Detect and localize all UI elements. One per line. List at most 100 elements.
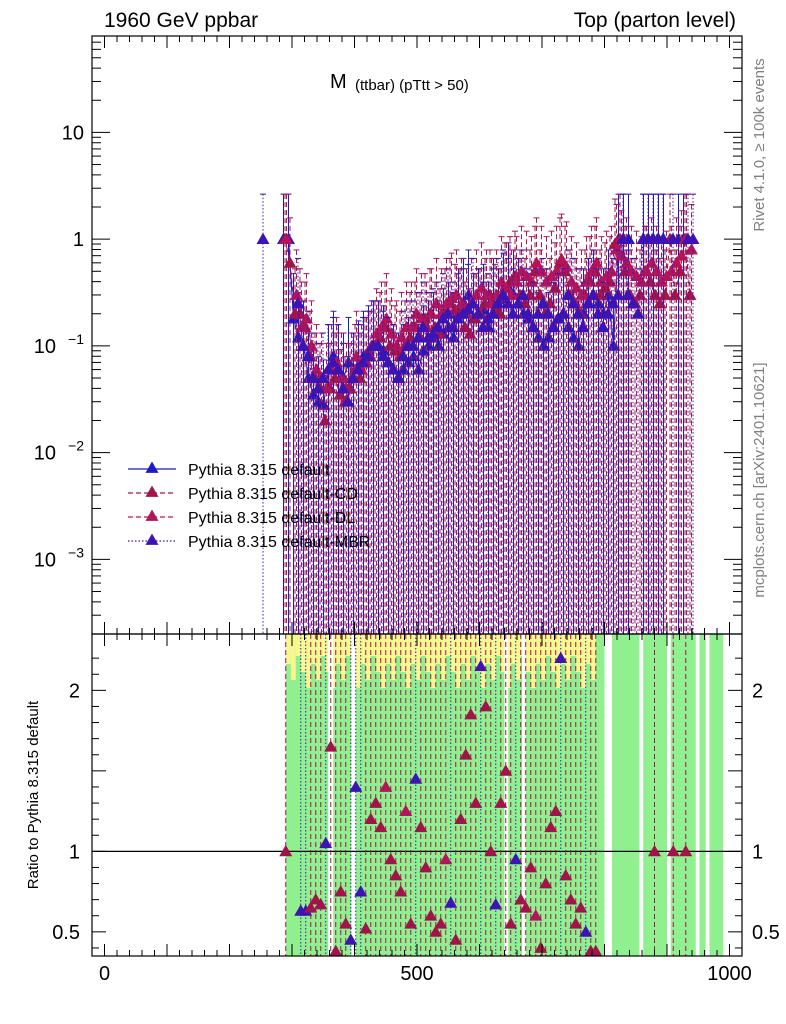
ratio-point bbox=[549, 804, 563, 816]
series-dl-point bbox=[280, 232, 293, 245]
legend-label: Pythia 8.315 default bbox=[188, 462, 330, 479]
ratio-point bbox=[414, 820, 428, 833]
ratio-point bbox=[679, 844, 693, 857]
series-mbr-point bbox=[546, 320, 560, 332]
ratio-band-yellow bbox=[410, 634, 416, 664]
series-dl-point bbox=[650, 264, 663, 277]
ratio-point bbox=[589, 944, 603, 956]
ratio-band-yellow bbox=[530, 634, 536, 688]
ratio-band-yellow bbox=[390, 634, 396, 680]
series-cd-point bbox=[668, 288, 682, 300]
series-mbr-point bbox=[506, 307, 520, 319]
ratio-band-yellow bbox=[570, 634, 576, 656]
series-mbr-point bbox=[391, 371, 405, 383]
series-mbr-point bbox=[501, 296, 515, 309]
ratio-band-yellow bbox=[560, 634, 566, 664]
ratio-band-yellow bbox=[420, 634, 426, 656]
series-dl-point bbox=[425, 307, 438, 319]
y-tick-label: 10 bbox=[62, 122, 84, 144]
ratio-band-gap bbox=[504, 634, 509, 956]
y-tick-label: 10 bbox=[34, 443, 56, 465]
ratio-band-yellow bbox=[510, 634, 516, 664]
ratio-point bbox=[434, 917, 448, 929]
series-mbr-point bbox=[471, 307, 485, 319]
ratio-band-yellow bbox=[320, 634, 326, 656]
ratio-band-yellow bbox=[355, 634, 361, 688]
ratio-band-yellow bbox=[385, 634, 391, 664]
legend-label: Pythia 8.315 default-MBR bbox=[188, 534, 370, 551]
y-tick-exponent: −1 bbox=[68, 331, 84, 347]
series-mbr-point bbox=[606, 296, 620, 309]
series-mbr-point bbox=[581, 296, 595, 309]
series-dl-point bbox=[335, 371, 348, 383]
ratio-point bbox=[279, 844, 293, 857]
series-dl-point bbox=[395, 330, 408, 343]
ratio-band-yellow bbox=[345, 634, 351, 656]
ratio-band-yellow bbox=[500, 634, 506, 672]
ratio-point bbox=[424, 909, 438, 921]
series-dl-point bbox=[390, 339, 403, 351]
series-mbr-point bbox=[371, 339, 385, 351]
ratio-band-yellow bbox=[300, 634, 306, 672]
series-mbr-point bbox=[311, 381, 325, 394]
ratio-point bbox=[544, 820, 558, 833]
series-mbr-point bbox=[586, 288, 600, 300]
ratio-band-yellow bbox=[285, 634, 291, 664]
series-mbr-point bbox=[346, 371, 360, 383]
ratio-band-yellow bbox=[470, 634, 476, 656]
ratio-band-gap bbox=[604, 634, 612, 956]
series-mbr-point bbox=[416, 320, 430, 332]
ratio-point bbox=[529, 909, 543, 921]
rivet-version-label: Rivet 4.1.0, ≥ 100k events bbox=[751, 58, 768, 231]
ratio-point bbox=[519, 901, 533, 913]
series-mbr-point bbox=[461, 302, 475, 315]
ratio-point bbox=[334, 885, 348, 897]
mcplots-url-label: mcplots.cern.ch [arXiv:2401.10621] bbox=[751, 362, 768, 597]
ratio-band-yellow bbox=[540, 634, 546, 680]
ratio-band-yellow bbox=[585, 634, 591, 664]
ratio-point bbox=[484, 844, 498, 857]
ratio-point bbox=[509, 852, 523, 865]
ratio-band-yellow bbox=[370, 634, 376, 656]
ratio-band-yellow bbox=[310, 634, 316, 664]
ratio-point bbox=[494, 796, 508, 808]
series-mbr-point bbox=[331, 363, 345, 375]
ratio-band-yellow bbox=[545, 634, 551, 656]
ratio-band-yellow bbox=[485, 634, 491, 664]
series-mbr-point bbox=[531, 307, 545, 319]
ratio-band-yellow bbox=[445, 634, 451, 656]
series-dl-point bbox=[610, 242, 623, 255]
ratio-y-tick-label-right: 1 bbox=[752, 841, 763, 863]
series-default-point bbox=[607, 339, 620, 351]
ratio-point bbox=[349, 780, 363, 792]
ratio-band-yellow bbox=[415, 634, 421, 680]
series-cd-point bbox=[458, 320, 472, 332]
series-mbr-point bbox=[601, 307, 615, 319]
series-mbr-point bbox=[631, 307, 645, 319]
ratio-band-yellow bbox=[440, 634, 446, 680]
ratio-band-yellow bbox=[305, 634, 311, 688]
series-dl-point bbox=[555, 252, 568, 264]
series-cd-point bbox=[283, 256, 297, 268]
ratio-point bbox=[579, 925, 593, 937]
series-mbr-point bbox=[321, 363, 335, 375]
ratio-y-tick-label: 2 bbox=[69, 680, 80, 702]
ratio-band-yellow bbox=[315, 634, 321, 680]
series-mbr-point bbox=[441, 307, 455, 319]
series-mbr-point bbox=[406, 339, 420, 351]
ratio-band-yellow bbox=[375, 634, 381, 672]
ratio-point bbox=[574, 901, 588, 913]
series-mbr-point bbox=[486, 307, 500, 319]
series-dl-point bbox=[570, 281, 583, 293]
ratio-band-yellow bbox=[465, 634, 471, 680]
series-cd-point bbox=[673, 264, 687, 277]
series-mbr-point bbox=[686, 232, 700, 245]
ratio-band-yellow bbox=[490, 634, 496, 680]
ratio-point bbox=[354, 885, 368, 897]
ratio-point bbox=[409, 772, 423, 784]
ratio-point bbox=[304, 901, 318, 913]
ratio-band-yellow bbox=[580, 634, 586, 688]
ratio-point bbox=[319, 836, 333, 849]
ratio-band-yellow bbox=[515, 634, 521, 680]
ratio-point bbox=[369, 796, 383, 808]
